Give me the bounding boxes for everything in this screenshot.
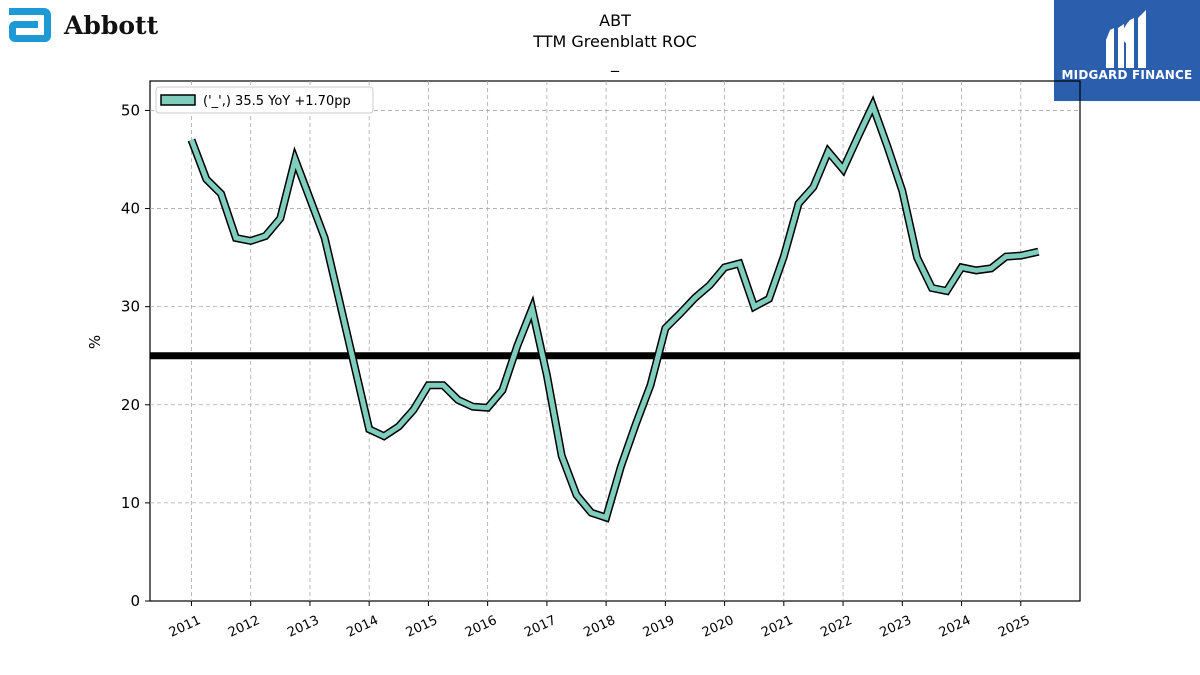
midgard-finance-emblem-icon [1106,10,1146,68]
chart-subtitle: _ [611,53,619,72]
x-tick-label: 2016 [463,613,499,641]
x-tick-label: 2025 [996,613,1032,641]
legend-box [155,86,374,114]
x-tick-label: 2018 [581,613,617,641]
x-tick-label: 2022 [818,613,854,641]
series-line-outline [187,95,1040,523]
x-tick-label: 2021 [759,613,795,641]
x-tick-label: 2024 [937,613,973,641]
x-axis-ticks: 2011 2012 2013 2014 2015 2016 2017 2018 2019 2020… [167,601,1032,641]
series-group [187,95,1040,523]
midgard-finance-text: MIDGARD FINANCE [1061,68,1193,82]
x-tick-label: 2011 [167,613,203,641]
y-axis-label: % [86,335,104,349]
grid-lines [150,81,1080,601]
x-tick-label: 2023 [878,613,914,641]
y-tick-label: 0 [130,592,140,610]
legend-swatch [160,94,196,106]
plot-frame [149,80,1081,602]
y-axis-ticks: 0 10 20 30 40 50 [121,101,150,610]
y-tick-label: 10 [121,494,140,512]
midgard-finance-logo: MIDGARD FINANCE [1054,0,1200,101]
x-tick-label: 2012 [226,613,262,641]
chart-title-ticker: ABT [599,11,631,30]
x-tick-label: 2019 [641,613,677,641]
y-tick-label: 50 [121,101,140,119]
x-tick-label: 2014 [345,613,381,641]
chart-title-metric: TTM Greenblatt ROC [533,32,697,51]
y-tick-label: 30 [121,298,140,316]
y-tick-label: 20 [121,396,140,414]
x-tick-label: 2020 [700,613,736,641]
abbott-logo-icon [9,8,51,42]
abbott-logo-text: Abbott [64,10,159,40]
abbott-logo: Abbott [6,6,158,44]
legend-label: ('_',) 35.5 YoY +1.70pp [203,94,351,109]
chart-title: ABT TTM Greenblatt ROC _ [415,10,815,73]
y-tick-label: 40 [121,200,140,218]
series-line [189,98,1040,521]
x-tick-label: 2017 [522,613,558,641]
x-tick-label: 2013 [285,613,321,641]
x-tick-label: 2015 [404,613,440,641]
legend: ('_',) 35.5 YoY +1.70pp [155,86,374,114]
